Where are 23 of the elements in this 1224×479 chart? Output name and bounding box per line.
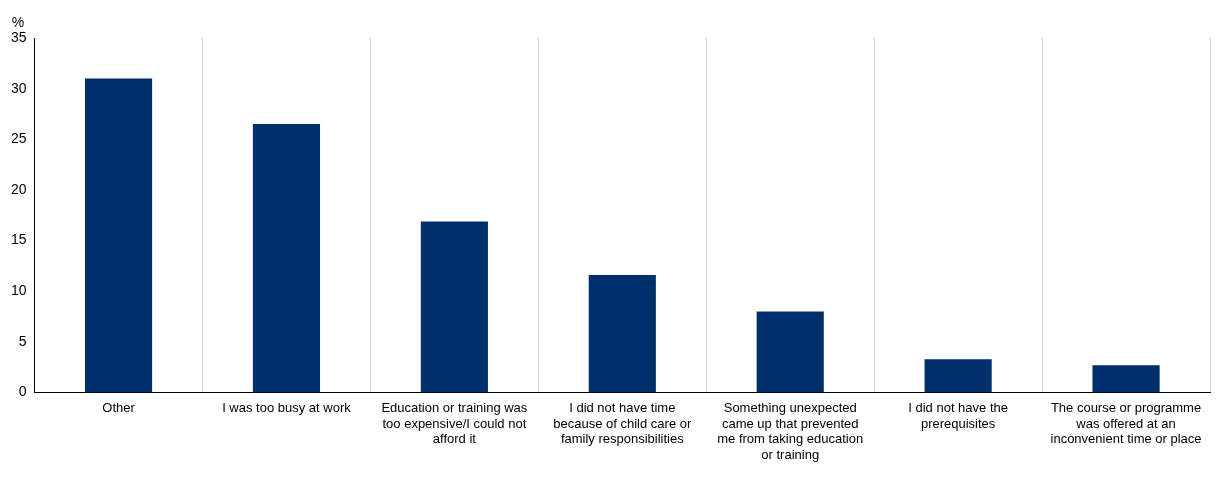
y-tick-label: 5 bbox=[18, 332, 27, 349]
y-axis-title: % bbox=[11, 13, 25, 30]
bar bbox=[84, 78, 153, 393]
y-tick-label: 10 bbox=[10, 282, 27, 299]
x-tick-label: The course or programme was offered at an inconvenient time or place bbox=[1050, 399, 1202, 447]
y-tick-label: 15 bbox=[10, 231, 27, 248]
bar bbox=[1092, 365, 1160, 393]
x-tick-label: I did not have time because of child care or family responsibilities bbox=[553, 399, 692, 447]
y-tick-label: 0 bbox=[18, 383, 27, 400]
y-tick-label: 25 bbox=[10, 130, 27, 147]
bar bbox=[756, 311, 824, 393]
y-tick-label: 20 bbox=[10, 180, 27, 197]
x-tick-label: Other bbox=[102, 399, 136, 415]
x-tick-label: I did not have the prerequisites bbox=[908, 399, 1008, 431]
x-tick-label: I was too busy at work bbox=[222, 399, 352, 415]
y-tick-label: 35 bbox=[10, 28, 27, 45]
bar bbox=[924, 359, 992, 393]
y-tick-label: 30 bbox=[10, 79, 27, 96]
x-tick-label: Education or training was too expensive/I could not afford it bbox=[381, 399, 528, 447]
bar bbox=[588, 275, 656, 393]
bar bbox=[420, 221, 488, 393]
bar bbox=[252, 124, 321, 393]
x-tick-label: Something unexpected came up that prevented me from taking education or training bbox=[717, 399, 864, 462]
